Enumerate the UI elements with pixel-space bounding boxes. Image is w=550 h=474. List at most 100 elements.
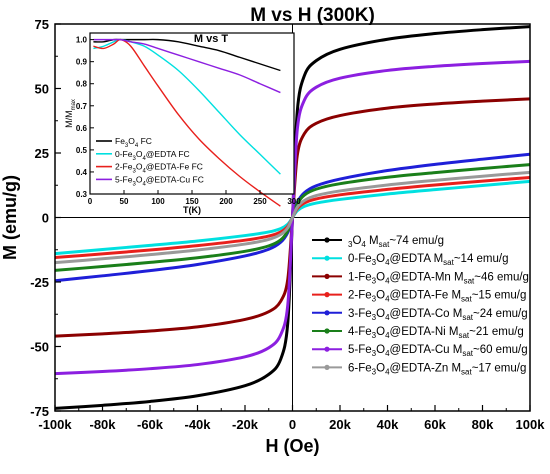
legend-item-part: ~60 emu/g — [473, 344, 528, 356]
legend-item-part: O — [376, 253, 385, 265]
y-tick-label: -75 — [30, 404, 49, 419]
inset-legend-item-part: 4 — [142, 181, 146, 187]
legend-marker — [324, 237, 330, 243]
inset-legend-item-part: 3 — [132, 156, 136, 162]
legend-item-part: sat — [461, 367, 472, 376]
x-tick-label: 100k — [516, 417, 546, 432]
inset-y-tick-label: 0.8 — [76, 80, 88, 89]
inset-legend-item-part: 2-Fe — [115, 162, 133, 172]
inset-series-line-1 — [93, 38, 281, 175]
legend-item-part: sat — [458, 331, 469, 340]
y-tick-label: 0 — [42, 211, 49, 226]
legend-item-part: @EDTA-Zn M — [390, 362, 462, 374]
legend-item-part: ~17 emu/g — [472, 362, 527, 374]
legend-item-part: 4 — [385, 331, 390, 340]
inset-y-tick-label: 0.5 — [76, 146, 88, 155]
inset-y-axis-label-part: max — [71, 99, 77, 110]
inset-legend-item-part: 4 — [142, 169, 146, 175]
series-line-7 — [54, 170, 531, 265]
x-tick-label: 20k — [329, 417, 351, 432]
legend-item-part: O — [376, 271, 385, 283]
legend-item-part: 4 — [385, 367, 390, 376]
inset-legend-item-part: 3 — [132, 181, 136, 187]
legend-item-part: ~46 emu/g — [474, 271, 529, 283]
legend-item: 1-Fe3O4@EDTA-Mn Msat~46 emu/g — [348, 271, 529, 285]
legend-item-part: 4 — [385, 349, 390, 358]
legend-item-part: sat — [464, 276, 475, 285]
inset-y-axis-label: M/Mmax — [64, 99, 77, 128]
inset-legend-item-part: O — [136, 174, 143, 184]
legend-item: 3O4 Msat~74 emu/g — [348, 235, 444, 249]
legend-item-part: 3 — [348, 240, 353, 249]
legend-item: 2-Fe3O4@EDTA-Fe Msat~15 emu/g — [348, 290, 526, 304]
inset-x-axis-label: T(K) — [183, 205, 201, 215]
legend-item-part: M — [366, 235, 379, 247]
inset-x-tick-label: 300 — [287, 197, 301, 206]
legend-item: 5-Fe3O4@EDTA-Cu Msat~60 emu/g — [348, 344, 528, 358]
legend-marker — [324, 328, 330, 334]
legend-item-part: ~74 emu/g — [389, 235, 444, 247]
legend-item-part: @EDTA-Co M — [390, 308, 463, 320]
x-tick-label: -20k — [232, 417, 259, 432]
legend-item-part: 3-Fe — [348, 308, 372, 320]
legend-item-part: sat — [461, 295, 472, 304]
inset-legend-item-part: O — [128, 136, 135, 146]
legend-item-part: 4 — [385, 295, 390, 304]
legend-item-part: 0-Fe — [348, 253, 372, 265]
legend-item-part: ~14 emu/g — [454, 253, 509, 265]
legend-marker — [324, 346, 330, 352]
inset-legend-item-part: 3 — [132, 169, 136, 175]
inset-title: M vs T — [194, 33, 229, 45]
chart-title: M vs H (300K) — [250, 5, 375, 26]
legend-item-part: @EDTA-Ni M — [390, 326, 459, 338]
legend-item-part: ~21 emu/g — [469, 326, 524, 338]
inset-plot: 0 50 100 150 200 250 300 0.3 0.4 0.5 0.6 0.7 0.8 0.9 1… — [64, 32, 301, 215]
legend-item-part: 3 — [372, 276, 377, 285]
legend-item-part: O — [376, 344, 385, 356]
inset-legend-item-part: 5-Fe — [115, 174, 133, 184]
legend-item-part: ~24 emu/g — [473, 308, 528, 320]
legend-item-part: O — [376, 326, 385, 338]
x-tick-label: -100k — [38, 417, 72, 432]
legend-item-part: 3 — [372, 313, 377, 322]
legend-item-part: sat — [379, 240, 390, 249]
legend-marker — [324, 292, 330, 298]
legend-item-part: sat — [443, 258, 454, 267]
legend-item-part: @EDTA-Cu M — [390, 344, 463, 356]
legend-item: 3-Fe3O4@EDTA-Co Msat~24 emu/g — [348, 308, 528, 322]
legend-item-part: @EDTA-Mn M — [390, 271, 464, 283]
y-tick-label: -50 — [30, 340, 49, 355]
x-tick-label: -80k — [89, 417, 116, 432]
x-axis-label: H (Oe) — [266, 436, 320, 456]
inset-legend-item-part: @EDTA-Fe FC — [146, 162, 203, 172]
inset-y-axis-label-part: M/M — [64, 110, 74, 128]
inset-x-tick-label: 100 — [151, 197, 165, 206]
inset-y-tick-label: 0.7 — [76, 102, 88, 111]
inset-y-tick-label: 0.6 — [76, 124, 88, 133]
inset-x-tick-label: 200 — [219, 197, 233, 206]
legend-item-part: @EDTA-Fe M — [390, 290, 462, 302]
legend-item-part: 4-Fe — [348, 326, 372, 338]
legend-item-part: 5-Fe — [348, 344, 372, 356]
inset-legend-item: Fe3O4 FC — [115, 136, 152, 149]
y-tick-label: 75 — [35, 17, 49, 32]
inset-x-tick-label: 150 — [185, 197, 199, 206]
legend-marker — [324, 255, 330, 261]
x-tick-label: 60k — [424, 417, 446, 432]
inset-y-tick-label: 0.3 — [76, 190, 88, 199]
inset-legend-item: 2-Fe3O4@EDTA-Fe FC — [115, 162, 203, 175]
legend-item-part: @EDTA M — [390, 253, 444, 265]
legend-item-part: 3 — [372, 295, 377, 304]
legend-item-part: 4 — [361, 240, 366, 249]
inset-legend-item-part: 4 — [142, 156, 146, 162]
inset-series-line-3 — [93, 38, 281, 94]
inset-y-tick-label: 0.4 — [76, 168, 88, 177]
legend-item-part: 4 — [385, 276, 390, 285]
inset-legend-item-part: 3 — [125, 143, 129, 149]
legend-item-part: O — [376, 362, 385, 374]
legend-item: 0-Fe3O4@EDTA Msat~14 emu/g — [348, 253, 509, 267]
inset-x-tick-label: 250 — [253, 197, 267, 206]
legend-item-part: sat — [462, 349, 473, 358]
legend-item-part: O — [376, 290, 385, 302]
